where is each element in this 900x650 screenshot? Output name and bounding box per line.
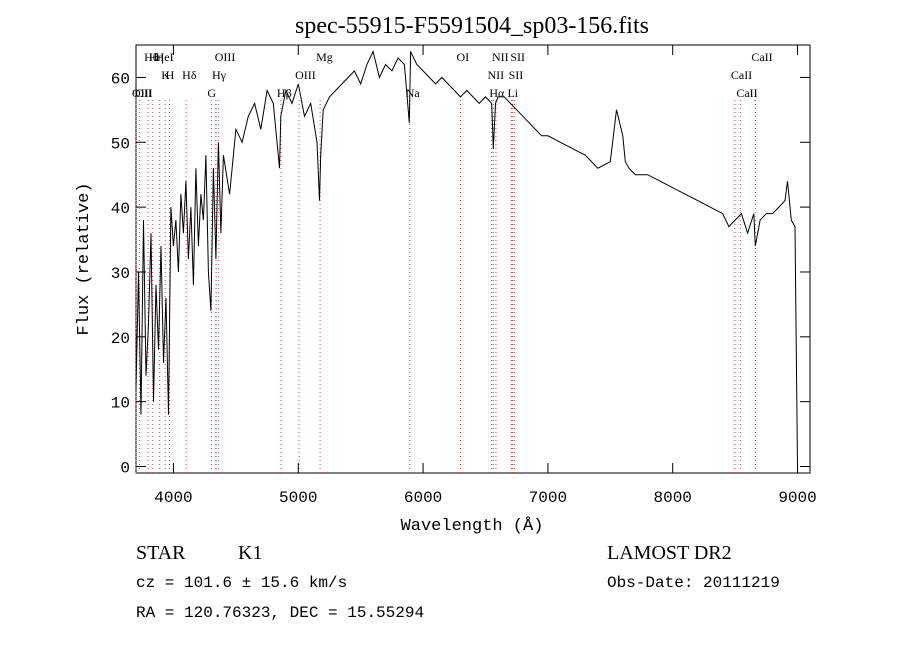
line-marker-label: H: [166, 68, 175, 82]
y-tick-label: 30: [111, 265, 130, 283]
line-marker-label: OIII: [132, 86, 153, 100]
y-tick-label: 20: [111, 330, 130, 348]
line-marker-label: CaII: [751, 50, 772, 64]
survey-name: LAMOST DR2: [607, 542, 732, 564]
line-marker-label: G: [207, 86, 216, 100]
observation-date: Obs-Date: 20111219: [607, 574, 780, 592]
axis-tick-layer: 4000 5000 6000 7000 8000 9000 0 10 20 30 40 50 60: [111, 45, 817, 507]
line-marker-label: SII: [509, 68, 524, 82]
line-marker-label: OIII: [215, 50, 236, 64]
line-marker-label: OI: [457, 50, 470, 64]
ra-dec-coordinates: RA = 120.76323, DEC = 15.55294: [136, 604, 425, 622]
line-marker-label: OII: [135, 86, 152, 100]
line-marker-label: Hβ: [277, 86, 292, 100]
y-axis-label: Flux (relative): [75, 182, 94, 335]
line-marker-label: Hγ: [212, 68, 227, 82]
line-marker-label: K: [161, 68, 170, 82]
line-marker-label: OIII: [295, 68, 316, 82]
line-marker-label: Hη: [149, 50, 164, 64]
x-tick-label: 8000: [654, 489, 692, 507]
line-marker-label: Na: [406, 86, 421, 100]
line-marker-label: CaII: [731, 68, 752, 82]
x-axis-label: Wavelength (Å): [401, 517, 544, 536]
spectrum-line: [135, 50, 798, 467]
line-marker-label: Hθ: [144, 50, 159, 64]
line-marker-label: NII: [487, 68, 504, 82]
spectral-subclass: K1: [238, 542, 263, 564]
line-marker-layer: HθKOIIHeIHδOIIIHηHGOIIIHγHβMgOIIINaOINII…: [132, 50, 773, 473]
line-marker-label: HeI: [156, 50, 174, 64]
y-tick-label: 0: [120, 460, 130, 478]
line-marker-label: Hδ: [182, 68, 197, 82]
line-marker-label: CaII: [736, 86, 757, 100]
line-marker-label: SII: [510, 50, 525, 64]
x-tick-label: 7000: [529, 489, 567, 507]
y-tick-label: 10: [111, 395, 130, 413]
x-tick-label: 6000: [404, 489, 442, 507]
y-tick-label: 50: [111, 135, 130, 153]
chart-title: spec-55915-F5591504_sp03-156.fits: [295, 13, 649, 39]
y-tick-label: 60: [111, 70, 130, 88]
x-tick-label: 5000: [279, 489, 317, 507]
line-marker-label: Li: [507, 86, 518, 100]
line-marker-label: Mg: [316, 50, 333, 64]
spectral-class: STAR: [136, 542, 186, 564]
line-marker-label: NII: [492, 50, 509, 64]
x-tick-label: 4000: [154, 489, 192, 507]
y-tick-label: 40: [111, 200, 130, 218]
plot-frame: [135, 44, 811, 474]
redshift-velocity: cz = 101.6 ± 15.6 km/s: [136, 574, 348, 592]
x-tick-label: 9000: [778, 489, 816, 507]
